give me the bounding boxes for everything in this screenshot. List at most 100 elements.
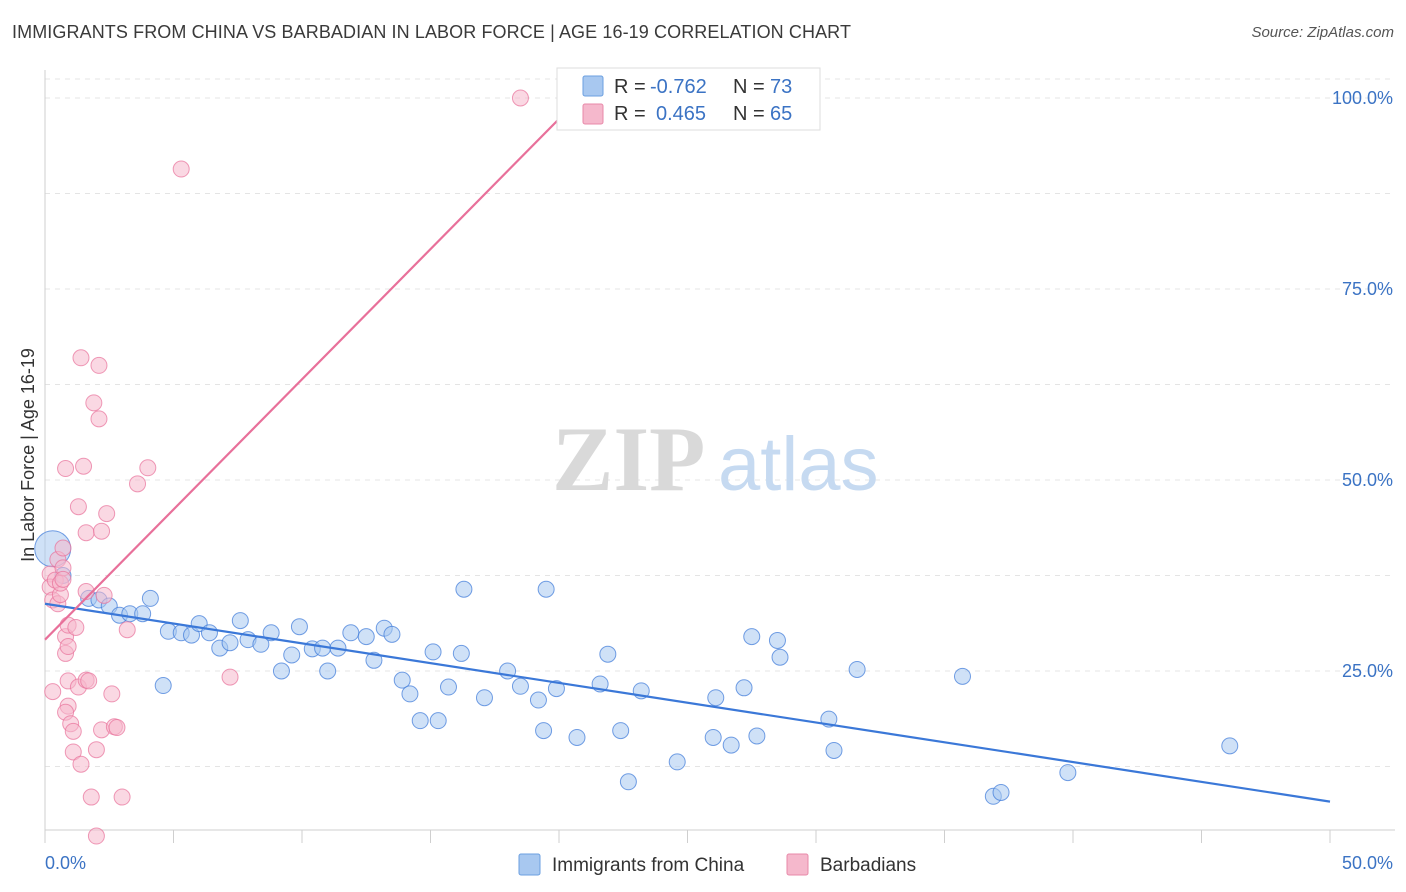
data-point-barbadians — [511, 89, 529, 107]
watermark-zip: ZIP — [552, 408, 705, 510]
data-point-china — [768, 631, 786, 649]
y-tick-labels: 25.0% 50.0% 75.0% 100.0% — [1332, 88, 1393, 681]
trend-line-china — [44, 602, 1331, 803]
data-point-barbadians — [80, 672, 98, 690]
data-point-barbadians — [77, 524, 95, 542]
data-point-china — [401, 685, 419, 703]
data-point-china — [429, 712, 447, 730]
data-point-china — [439, 678, 457, 696]
data-point-china — [668, 753, 686, 771]
data-point-china — [290, 618, 308, 636]
y-axis-title: In Labor Force | Age 16-19 — [18, 348, 38, 562]
data-point-china — [141, 589, 159, 607]
data-point-china — [231, 612, 249, 630]
legend-r-label-barbadians: R = — [614, 103, 646, 125]
legend-n-label-barbadians: N = — [733, 103, 765, 125]
legend-swatch-china — [582, 75, 604, 97]
data-point-china — [452, 644, 470, 662]
data-point-china — [748, 727, 766, 745]
trend-lines — [44, 115, 1331, 803]
axes — [44, 70, 1395, 843]
data-point-barbadians — [72, 349, 90, 367]
data-point-china — [771, 648, 789, 666]
data-point-china — [393, 671, 411, 689]
data-point-china — [599, 645, 617, 663]
bottom-legend-swatch-barbadians[interactable] — [786, 853, 809, 876]
data-point-barbadians — [54, 539, 72, 557]
data-point-china — [735, 679, 753, 697]
y-tick-label: 75.0% — [1342, 279, 1393, 299]
data-point-china — [455, 580, 473, 598]
data-point-china — [411, 712, 429, 730]
trend-line-barbadians — [44, 115, 563, 641]
data-point-china — [704, 728, 722, 746]
data-point-barbadians — [98, 505, 116, 523]
data-point-barbadians — [57, 460, 75, 478]
data-point-barbadians — [87, 741, 105, 759]
data-point-barbadians — [85, 394, 103, 412]
data-point-barbadians — [95, 586, 113, 604]
data-point-china — [1059, 764, 1077, 782]
data-point-barbadians — [129, 475, 147, 493]
data-point-barbadians — [64, 743, 82, 761]
data-point-barbadians — [54, 570, 72, 588]
data-point-china — [848, 660, 866, 678]
data-point-china — [424, 643, 442, 661]
data-point-china — [537, 580, 555, 598]
series-barbadians-points — [41, 89, 529, 845]
data-point-barbadians — [69, 498, 87, 516]
data-point-barbadians — [64, 722, 82, 740]
data-point-china — [342, 624, 360, 642]
data-point-china — [825, 741, 843, 759]
data-point-barbadians — [75, 457, 93, 475]
source-credit: Source: ZipAtlas.com — [1251, 24, 1394, 41]
data-point-china — [475, 689, 493, 707]
data-point-barbadians — [93, 522, 111, 540]
data-point-china — [707, 689, 725, 707]
x-tick-label-min: 0.0% — [45, 853, 86, 873]
legend-swatch-barbadians — [582, 103, 604, 125]
legend-r-label-china: R = — [614, 76, 646, 98]
data-point-barbadians — [221, 668, 239, 686]
legend-n-label-china: N = — [733, 76, 765, 98]
data-point-barbadians — [139, 459, 157, 477]
bottom-legend: Immigrants from China Barbadians — [518, 853, 916, 876]
data-point-china — [992, 783, 1010, 801]
legend-box: R = -0.762 N = 73 R = 0.465 N = 65 — [556, 67, 821, 131]
data-point-china — [547, 680, 565, 698]
bottom-legend-swatch-china[interactable] — [518, 853, 541, 876]
data-point-barbadians — [90, 356, 108, 374]
data-point-china — [511, 677, 529, 695]
data-point-china — [1221, 737, 1239, 755]
series-china-points — [34, 530, 1239, 805]
data-point-china — [272, 662, 290, 680]
data-point-china — [722, 736, 740, 754]
legend-r-value-barbadians: 0.465 — [656, 103, 706, 125]
data-point-china — [743, 628, 761, 646]
y-tick-label: 25.0% — [1342, 661, 1393, 681]
bottom-legend-label-china[interactable]: Immigrants from China — [552, 855, 745, 876]
data-point-china — [357, 628, 375, 646]
watermark-atlas: atlas — [718, 422, 879, 507]
data-point-barbadians — [67, 618, 85, 636]
bottom-legend-label-barbadians[interactable]: Barbadians — [820, 855, 916, 876]
data-point-barbadians — [72, 755, 90, 773]
data-point-china — [612, 722, 630, 740]
y-tick-label: 50.0% — [1342, 470, 1393, 490]
data-series — [34, 89, 1239, 845]
data-point-china — [529, 691, 547, 709]
data-point-barbadians — [59, 638, 77, 656]
watermark: ZIP atlas — [552, 408, 879, 510]
legend-n-value-barbadians: 65 — [770, 103, 792, 125]
data-point-china — [953, 667, 971, 685]
legend-r-value-china: -0.762 — [650, 76, 707, 98]
data-point-barbadians — [82, 788, 100, 806]
data-point-barbadians — [118, 621, 136, 639]
data-point-barbadians — [103, 685, 121, 703]
data-point-barbadians — [90, 410, 108, 428]
data-point-barbadians — [108, 719, 126, 737]
data-point-barbadians — [172, 160, 190, 178]
data-point-china — [154, 677, 172, 695]
chart-title: IMMIGRANTS FROM CHINA VS BARBADIAN IN LA… — [12, 22, 852, 42]
